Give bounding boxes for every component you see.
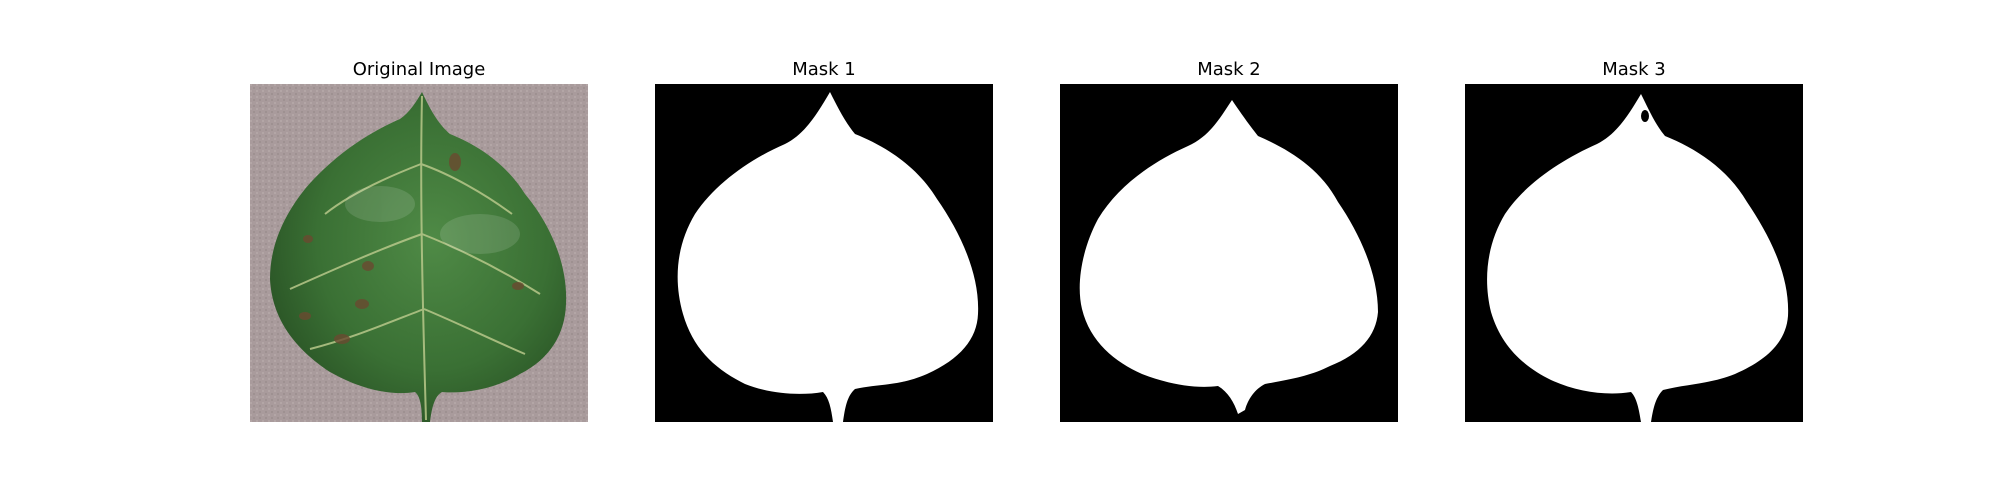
leaf-highlights	[345, 186, 520, 254]
mask-3-image	[1465, 84, 1803, 422]
panel-title: Mask 1	[792, 59, 856, 80]
mask-2-image	[1060, 84, 1398, 422]
panel-mask-3: Mask 3	[1465, 0, 1803, 500]
panel-mask-1: Mask 1	[655, 0, 993, 500]
mask-leaf-shape	[677, 92, 979, 422]
panel-mask-2: Mask 2	[1060, 0, 1398, 500]
mask-leaf-shape	[1487, 94, 1789, 422]
mask-1-image	[655, 84, 993, 422]
mask-hole	[1641, 110, 1649, 122]
panel-title: Mask 2	[1197, 59, 1261, 80]
panel-title: Mask 3	[1602, 59, 1666, 80]
panel-title: Original Image	[352, 59, 486, 80]
leaf-photo	[250, 84, 588, 422]
mask-leaf-shape	[1079, 100, 1378, 414]
leaf-spots	[299, 153, 524, 344]
panel-original-image: Original Image	[250, 0, 588, 500]
leaf-veins	[289, 95, 541, 421]
